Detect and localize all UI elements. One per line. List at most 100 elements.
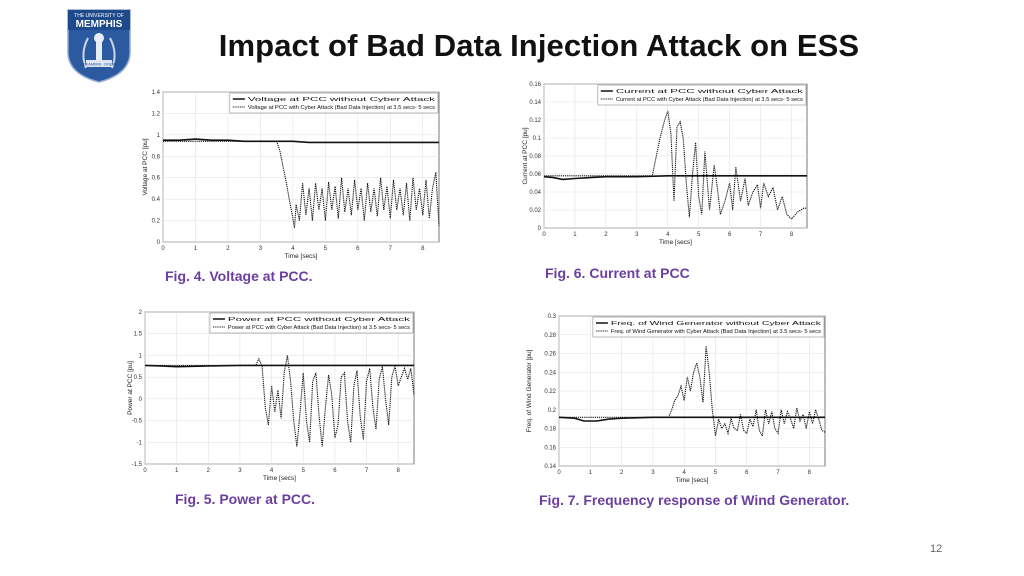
power-chart: 0 1 2 3 4 5 6 7 8 -1.5 -1 -0.5 0 0.5 1 1.5 2 Time [secs] P… [127,310,415,482]
chart-power-y-tick-label: 0 [139,397,143,403]
chart-frequency-x-tick-label: 2 [620,470,624,476]
chart-voltage-plot-area [162,91,440,243]
page-number: 12 [930,543,943,555]
chart-voltage-x-tick-label: 1 [194,246,198,252]
chart-current-series-with-attack [544,110,807,220]
chart-voltage-x-tick-label: 3 [259,246,263,252]
chart-power-y-tick-label: 1.5 [134,332,143,338]
chart-current-x-tick-label: 2 [604,232,608,238]
chart-frequency-legend [592,316,825,338]
chart-voltage-series-with-attack [163,140,440,229]
chart-current-y-tick-label: 0.14 [529,100,541,106]
voltage-chart: 0 1 2 3 4 5 6 7 8 0 0.2 0.4 0.6 0.8 1 1.2 1.4 Time [secs]… [142,90,440,260]
chart-power-series-without-attack [144,364,414,368]
chart-voltage-y-tick-label: 0.4 [152,197,161,203]
chart-voltage-legend-label: Voltage at PCC without Cyber Attack [248,97,436,103]
chart-frequency-y-tick-label: 0.28 [544,333,556,339]
chart-current-y-tick-label: 0.02 [529,208,541,214]
chart-power-y-axis-label: Power at PCC [pu] [127,361,134,415]
chart-current-y-tick-label: 0.08 [529,154,541,160]
chart-frequency-x-tick-label: 4 [683,470,687,476]
chart-power-y-tick-label: -0.5 [132,419,143,425]
chart-power-series-with-attack [145,355,415,447]
chart-voltage-y-tick-label: 1.4 [152,90,161,96]
chart-frequency-y-axis-label: Freq. of Wind Generator [pu] [526,349,533,432]
caption-current: Fig. 6. Current at PCC [545,265,690,281]
chart-voltage-x-axis-label: Time [secs] [285,253,318,260]
chart-voltage-x-tick-label: 5 [324,246,328,252]
chart-current-y-tick-label: 0.04 [529,190,541,196]
chart-current-x-tick-label: 5 [697,232,701,238]
chart-frequency-y-tick-label: 0.22 [544,389,556,395]
chart-power-y-tick-label: 1 [139,353,143,359]
chart-power-x-tick-label: 7 [365,468,369,474]
chart-current-x-tick-label: 7 [759,232,763,238]
chart-power-plot-area [144,311,415,465]
chart-power-legend [209,312,414,334]
chart-power-x-tick-label: 1 [175,468,179,474]
chart-power-legend-label: Power at PCC with Cyber Attack (Bad Data… [228,325,411,331]
chart-frequency-series-without-attack [558,416,825,422]
chart-frequency-y-tick-label: 0.3 [548,314,557,320]
current-chart: 0 1 2 3 4 5 6 7 8 0 0.02 0.04 0.06 0.08 0.1 0.12 0.14 0.1… [522,82,808,246]
chart-frequency-y-tick-label: 0.2 [548,408,557,414]
chart-frequency-x-axis-label: Time [secs] [676,477,709,484]
chart-current-x-tick-label: 1 [573,232,577,238]
chart-frequency-x-tick-label: 5 [714,470,718,476]
chart-current-y-tick-label: 0 [538,226,542,232]
chart-voltage-y-tick-label: 0.8 [152,154,161,160]
chart-voltage-y-tick-label: 1 [157,133,161,139]
chart-current-legend-label: Current at PCC with Cyber Attack (Bad Da… [616,97,804,103]
chart-frequency-y-tick-label: 0.26 [544,352,556,358]
chart-power-x-tick-label: 8 [397,468,401,474]
caption-voltage: Fig. 4. Voltage at PCC. [165,268,313,284]
chart-frequency-y-tick-label: 0.16 [544,445,556,451]
chart-current-x-tick-label: 4 [666,232,670,238]
chart-voltage-y-tick-label: 0.6 [152,176,161,182]
chart-current-y-tick-label: 0.1 [533,136,542,142]
chart-power-x-tick-label: 2 [207,468,211,474]
chart-voltage-x-tick-label: 2 [226,246,230,252]
chart-frequency-x-tick-label: 0 [557,470,561,476]
chart-current-x-axis-label: Time [secs] [659,239,692,246]
chart-voltage-series-without-attack [163,138,439,144]
chart-current-series-without-attack [543,175,807,181]
chart-current-y-tick-label: 0.16 [529,82,541,88]
chart-current-legend [597,84,807,106]
chart-current-y-axis-label: Current at PCC [pu] [522,127,529,184]
chart-frequency-x-tick-label: 3 [651,470,655,476]
chart-frequency-x-tick-label: 8 [808,470,812,476]
chart-voltage-y-tick-label: 1.2 [152,111,161,117]
chart-current-x-tick-label: 3 [635,232,639,238]
chart-frequency-x-tick-label: 7 [776,470,780,476]
chart-voltage-y-tick-label: 0 [157,240,161,246]
chart-frequency-x-tick-label: 6 [745,470,749,476]
caption-power: Fig. 5. Power at PCC. [175,491,316,507]
chart-power-x-tick-label: 4 [270,468,274,474]
chart-voltage-y-tick-label: 0.2 [152,219,161,225]
caption-frequency: Fig. 7. Frequency response of Wind Gener… [539,492,850,508]
chart-power-x-tick-label: 6 [333,468,337,474]
chart-current-x-tick-label: 0 [542,232,546,238]
chart-current-y-tick-label: 0.06 [529,172,541,178]
chart-power-x-tick-label: 3 [238,468,242,474]
chart-power-x-tick-label: 0 [143,468,147,474]
chart-power-x-tick-label: 5 [302,468,306,474]
chart-frequency-y-tick-label: 0.24 [544,370,556,376]
chart-voltage-x-tick-label: 0 [161,246,165,252]
logo-line1: THE UNIVERSITY OF [74,13,124,19]
chart-voltage-y-axis-label: Voltage at PCC [pu] [142,138,149,195]
chart-voltage-x-tick-label: 6 [356,246,360,252]
university-logo: THE UNIVERSITY OF MEMPHIS DREAMERS · DOE… [67,9,131,83]
logo-line2: MEMPHIS [76,19,123,30]
chart-power-y-tick-label: 0.5 [134,375,143,381]
chart-voltage-legend [229,92,439,114]
chart-power-y-tick-label: -1.5 [132,462,143,468]
chart-current-x-tick-label: 6 [728,232,732,238]
chart-frequency-x-tick-label: 1 [589,470,593,476]
chart-current-legend-label: Current at PCC without Cyber Attack [616,89,804,95]
chart-voltage-legend-label: Voltage at PCC with Cyber Attack (Bad Da… [248,105,436,111]
chart-frequency-legend-label: Freq. of Wind Generator without Cyber At… [611,321,822,327]
chart-current-x-tick-label: 8 [790,232,794,238]
chart-power-legend-label: Power at PCC without Cyber Attack [228,317,411,323]
